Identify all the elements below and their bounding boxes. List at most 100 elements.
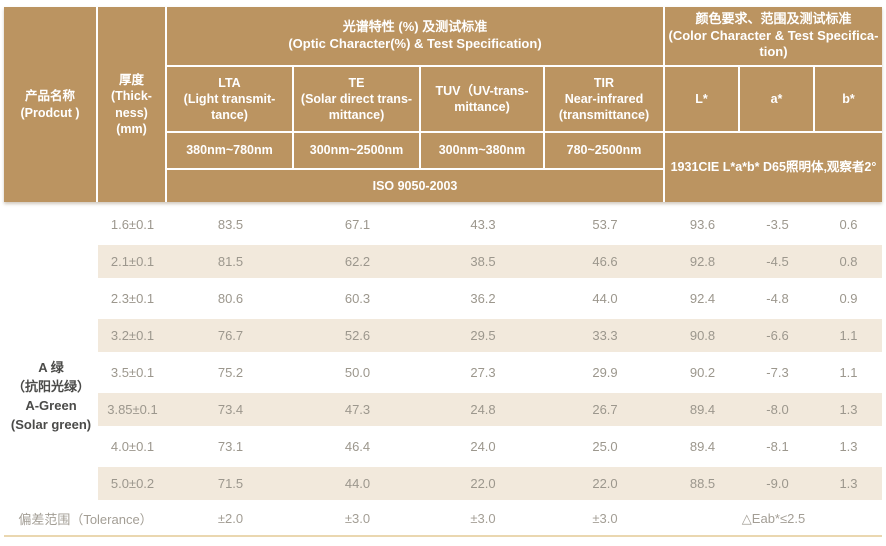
table-row: 3.2±0.1 76.7 52.6 29.5 33.3 90.8 -6.6 1.… <box>4 317 882 354</box>
l-star-value: 92.8 <box>665 243 740 280</box>
b-star-value: 1.3 <box>815 391 882 428</box>
table-row: 4.0±0.1 73.1 46.4 24.0 25.0 89.4 -8.1 1.… <box>4 428 882 465</box>
header-cie-standard: 1931CIE L*a*b* D65照明体,观察者2° <box>665 133 882 202</box>
thickness-value: 4.0±0.1 <box>110 439 155 454</box>
l-star-value: 88.5 <box>665 465 740 502</box>
tir-value: 29.9 <box>592 365 618 380</box>
te-value: 52.6 <box>294 317 421 354</box>
bottom-divider <box>4 535 882 537</box>
l-star-value: 89.4 <box>665 391 740 428</box>
tir-value: 26.7 <box>545 391 665 428</box>
b-star-value: 0.8 <box>815 243 882 280</box>
table-row: 3.85±0.1 73.4 47.3 24.8 26.7 89.4 -8.0 1… <box>4 391 882 428</box>
tuv-value: 27.3 <box>470 365 496 380</box>
a-star-value: -4.8 <box>766 291 789 306</box>
thickness-value: 2.1±0.1 <box>98 243 167 280</box>
table-header: 产品名称 (Prodcut ) 厚度 (Thick- ness) (mm) 光谱… <box>4 7 882 202</box>
tuv-value: 24.0 <box>470 439 496 454</box>
a-star-value: -7.3 <box>766 365 789 380</box>
header-range-lta: 380nm~780nm <box>167 133 292 168</box>
thickness-value: 1.6±0.1 <box>110 217 155 232</box>
tuv-value: 36.2 <box>470 291 496 306</box>
a-star-value: -9.0 <box>740 465 815 502</box>
tir-value: 33.3 <box>545 317 665 354</box>
te-value: 60.3 <box>344 291 371 306</box>
thickness-value: 3.85±0.1 <box>98 391 167 428</box>
lta-value: 76.7 <box>167 317 294 354</box>
header-a-star: a* <box>740 67 813 131</box>
te-value: 44.0 <box>294 465 421 502</box>
te-value: 46.4 <box>344 439 371 454</box>
tir-value: 46.6 <box>545 243 665 280</box>
lta-value: 75.2 <box>217 365 244 380</box>
product-column-spacer <box>4 465 98 502</box>
table-row: 2.1±0.1 81.5 62.2 38.5 46.6 92.8 -4.5 0.… <box>4 243 882 280</box>
tolerance-te: ±3.0 <box>344 511 371 526</box>
header-color-group: 颜色要求、范围及测试标准 (Color Character & Test Spe… <box>665 7 882 65</box>
b-star-value: 0.6 <box>839 217 858 232</box>
tuv-value: 29.5 <box>421 317 545 354</box>
tuv-value: 38.5 <box>421 243 545 280</box>
tolerance-row: 偏差范围（Tolerance） ±2.0 ±3.0 ±3.0 ±3.0 △Eab… <box>4 502 882 535</box>
a-star-value: -8.1 <box>766 439 789 454</box>
header-range-tir: 780~2500nm <box>545 133 663 168</box>
a-star-value: -4.5 <box>740 243 815 280</box>
tir-value: 22.0 <box>545 465 665 502</box>
tir-value: 53.7 <box>592 217 618 232</box>
thickness-value: 3.5±0.1 <box>110 365 155 380</box>
b-star-value: 0.9 <box>839 291 858 306</box>
lta-value: 81.5 <box>167 243 294 280</box>
te-value: 50.0 <box>344 365 371 380</box>
te-value: 62.2 <box>294 243 421 280</box>
lta-value: 73.4 <box>167 391 294 428</box>
lta-value: 73.1 <box>217 439 244 454</box>
b-star-value: 1.3 <box>815 465 882 502</box>
l-star-value: 90.8 <box>665 317 740 354</box>
product-column-spacer <box>4 243 98 280</box>
header-te: TE (Solar direct trans- mittance) <box>294 67 419 131</box>
te-value: 47.3 <box>294 391 421 428</box>
a-star-value: -6.6 <box>740 317 815 354</box>
tuv-value: 22.0 <box>421 465 545 502</box>
tolerance-label: 偏差范围（Tolerance） <box>18 512 153 527</box>
tir-value: 25.0 <box>592 439 618 454</box>
header-tir: TIR Near-infrared (transmittance) <box>545 67 663 131</box>
tuv-value: 43.3 <box>470 217 496 232</box>
header-l-star: L* <box>665 67 738 131</box>
header-lta: LTA (Light transmit- tance) <box>167 67 292 131</box>
b-star-value: 1.1 <box>815 317 882 354</box>
tolerance-color: △Eab*≤2.5 <box>741 510 806 526</box>
tuv-value: 24.8 <box>421 391 545 428</box>
a-star-value: -3.5 <box>766 217 789 232</box>
header-optic-group: 光谱特性 (%) 及测试标准 (Optic Character(%) & Tes… <box>167 7 663 65</box>
thickness-value: 3.2±0.1 <box>98 317 167 354</box>
table-row: 3.5±0.1 75.2 50.0 27.3 29.9 90.2 -7.3 1.… <box>4 354 882 391</box>
tolerance-lta: ±2.0 <box>217 511 244 526</box>
a-star-value: -8.0 <box>740 391 815 428</box>
te-value: 67.1 <box>344 217 371 232</box>
product-column-spacer <box>4 280 98 317</box>
l-star-value: 92.4 <box>689 291 716 306</box>
table-body: A 绿 （抗阳光绿） A-Green (Solar green) 1.6±0.1… <box>4 206 882 502</box>
table-row: 5.0±0.2 71.5 44.0 22.0 22.0 88.5 -9.0 1.… <box>4 465 882 502</box>
thickness-value: 2.3±0.1 <box>110 291 155 306</box>
spec-table: 产品名称 (Prodcut ) 厚度 (Thick- ness) (mm) 光谱… <box>4 7 882 537</box>
lta-value: 83.5 <box>217 217 244 232</box>
tolerance-tuv: ±3.0 <box>470 511 496 526</box>
header-range-te: 300nm~2500nm <box>294 133 419 168</box>
header-range-tuv: 300nm~380nm <box>421 133 543 168</box>
b-star-value: 1.3 <box>839 439 858 454</box>
table-row: 2.3±0.1 80.6 60.3 36.2 44.0 92.4 -4.8 0.… <box>4 280 882 317</box>
lta-value: 80.6 <box>217 291 244 306</box>
header-iso-standard: ISO 9050-2003 <box>167 170 663 202</box>
product-column-spacer <box>4 317 98 354</box>
product-column-spacer <box>4 206 98 243</box>
table-row: 1.6±0.1 83.5 67.1 43.3 53.7 93.6 -3.5 0.… <box>4 206 882 243</box>
l-star-value: 89.4 <box>689 439 716 454</box>
header-thickness: 厚度 (Thick- ness) (mm) <box>98 7 165 202</box>
header-tuv: TUV（UV-trans- mittance) <box>421 67 543 131</box>
product-name-label: A 绿 （抗阳光绿） A-Green (Solar green) <box>10 360 92 432</box>
thickness-value: 5.0±0.2 <box>98 465 167 502</box>
b-star-value: 1.1 <box>839 365 858 380</box>
